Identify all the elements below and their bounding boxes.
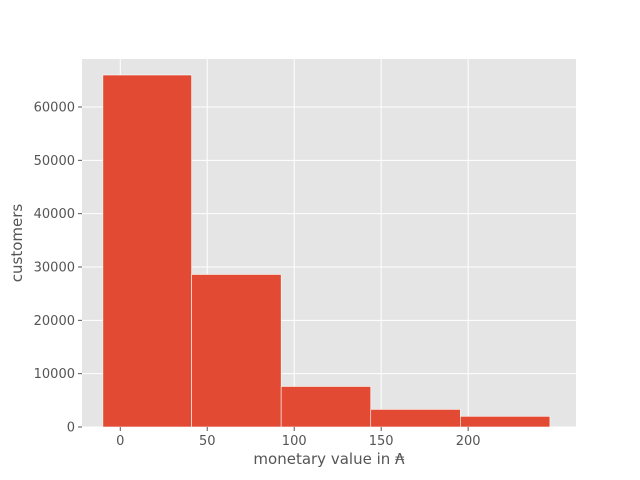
x-tick-label: 150 [369,434,394,449]
histogram-bar [370,409,461,428]
x-tick-label: 100 [282,434,307,449]
y-tick-label: 30000 [34,261,75,276]
x-axis-label: monetary value in ₳ [253,450,405,468]
histogram-bar [280,386,372,428]
histogram-bar [191,274,282,428]
y-tick-label: 50000 [34,154,75,169]
histogram-bar [102,74,192,428]
x-tick-label: 50 [199,434,216,449]
histogram-bar [460,416,551,428]
x-axis-ticks: 0 50 100 150 200 [116,427,481,449]
y-axis-label: customers [8,204,26,283]
y-tick-label: 60000 [34,101,75,116]
x-tick-label: 200 [456,434,481,449]
x-tick-label: 0 [116,434,124,449]
y-axis-ticks: 0 10000 20000 30000 40000 50000 60000 [34,101,82,436]
y-tick-label: 10000 [34,367,75,382]
histogram-bars [102,74,551,428]
y-tick-label: 0 [67,421,75,436]
y-tick-label: 20000 [34,314,75,329]
y-tick-label: 40000 [34,207,75,222]
